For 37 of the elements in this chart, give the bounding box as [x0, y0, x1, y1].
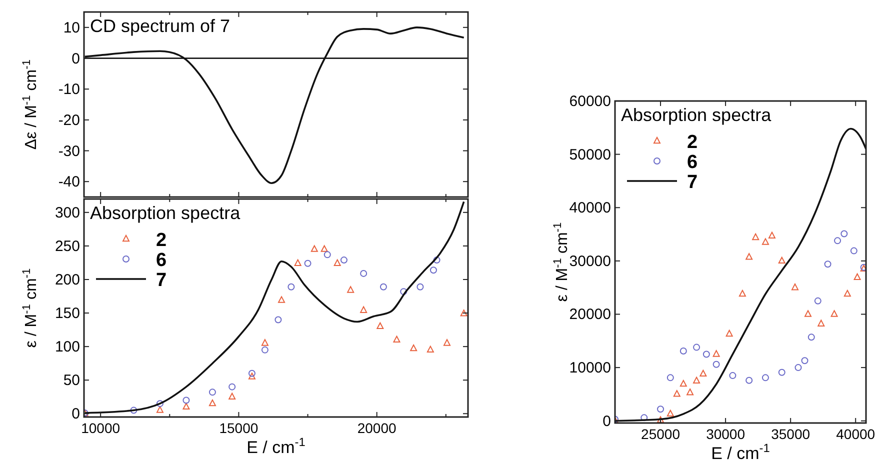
y-tick-label: 150	[54, 305, 80, 322]
y-tick-label: 50	[63, 372, 80, 390]
y-tick-label: 0	[72, 406, 80, 423]
y-tick-label: -10	[58, 81, 80, 98]
y-tick-label: 300	[54, 204, 80, 222]
x-axis-title: E / cm$^{-1}$	[246, 435, 306, 457]
x-axis-title: E / cm$^{-1}$	[711, 441, 770, 463]
y-tick-label: 200	[54, 271, 80, 288]
legend-label: 2	[687, 132, 698, 153]
x-tick-label: 25000	[641, 426, 680, 442]
y-tick-label: 30000	[569, 252, 611, 270]
chart-title: Absorption spectra	[90, 203, 242, 223]
x-tick-label: 40000	[836, 426, 876, 442]
legend-label: 7	[156, 270, 167, 291]
y-tick-label: -30	[58, 142, 80, 160]
y-tick-label: -20	[58, 112, 80, 129]
chart-title: Absorption spectra	[621, 105, 772, 125]
x-tick-label: 15000	[219, 420, 258, 436]
y-tick-label: 60000	[569, 93, 611, 110]
y-tick-label: -40	[58, 174, 80, 191]
legend-label: 7	[687, 172, 698, 193]
legend-label: 6	[156, 250, 167, 271]
y-tick-label: 250	[54, 238, 80, 255]
y-tick-label: 10000	[569, 360, 611, 377]
y-tick-label: 0	[602, 412, 611, 430]
x-tick-label: 20000	[357, 420, 397, 436]
annotation: CD spectrum of 7	[90, 16, 230, 36]
x-tick-label: 30000	[706, 426, 746, 442]
legend-label: 6	[687, 152, 698, 173]
y-tick-label: 40000	[569, 200, 611, 217]
y-tick-label: 10	[63, 19, 80, 36]
x-tick-label: 35000	[771, 426, 810, 442]
y-tick-label: 100	[54, 338, 80, 356]
y-tick-label: 20000	[569, 306, 611, 324]
y-tick-label: 50000	[569, 146, 611, 164]
y-tick-label: 0	[72, 50, 80, 68]
legend-label: 2	[156, 230, 167, 251]
